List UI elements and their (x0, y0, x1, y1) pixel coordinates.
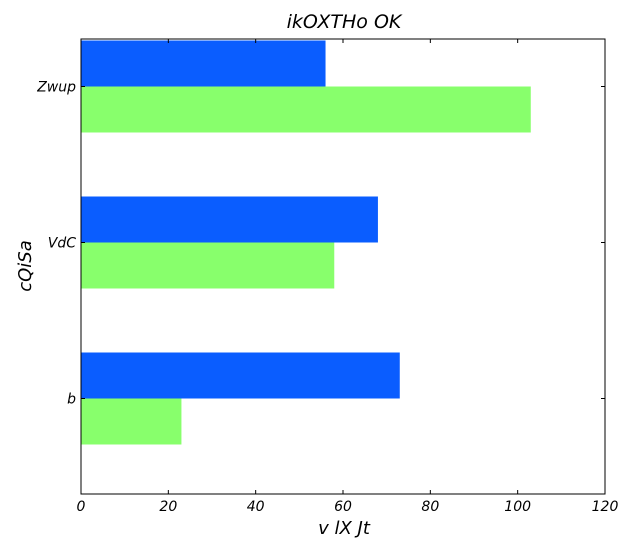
bars-layer (81, 40, 531, 445)
y-axis-label: cQiSa (15, 240, 36, 292)
y-tick-label: Zwup (36, 80, 76, 96)
chart-title: ikOXTHo OK (287, 11, 403, 33)
x-tick-label: 120 (592, 499, 619, 515)
x-tick-label: 100 (504, 499, 531, 515)
x-axis-label: v lX Jt (318, 518, 371, 539)
y-tick-label: b (67, 392, 76, 408)
bar-Zwup-series-2 (81, 86, 531, 133)
plot-frame (80, 38, 606, 495)
bar-VdC-series-2 (81, 242, 335, 289)
bar-b-series-1 (81, 352, 400, 399)
x-tick-label: 60 (334, 499, 352, 515)
x-tick-label: 40 (247, 499, 265, 515)
x-tick-label: 80 (421, 499, 439, 515)
x-tick-label: 0 (77, 499, 86, 515)
bar-b-series-2 (81, 398, 182, 445)
y-tick-label: VdC (48, 236, 76, 252)
bar-VdC-series-1 (81, 196, 378, 243)
bar-Zwup-series-1 (81, 40, 326, 87)
ticks-layer: b VdC Zwup 0 20 40 60 80 100 120 (36, 39, 618, 515)
x-tick-label: 20 (159, 499, 177, 515)
